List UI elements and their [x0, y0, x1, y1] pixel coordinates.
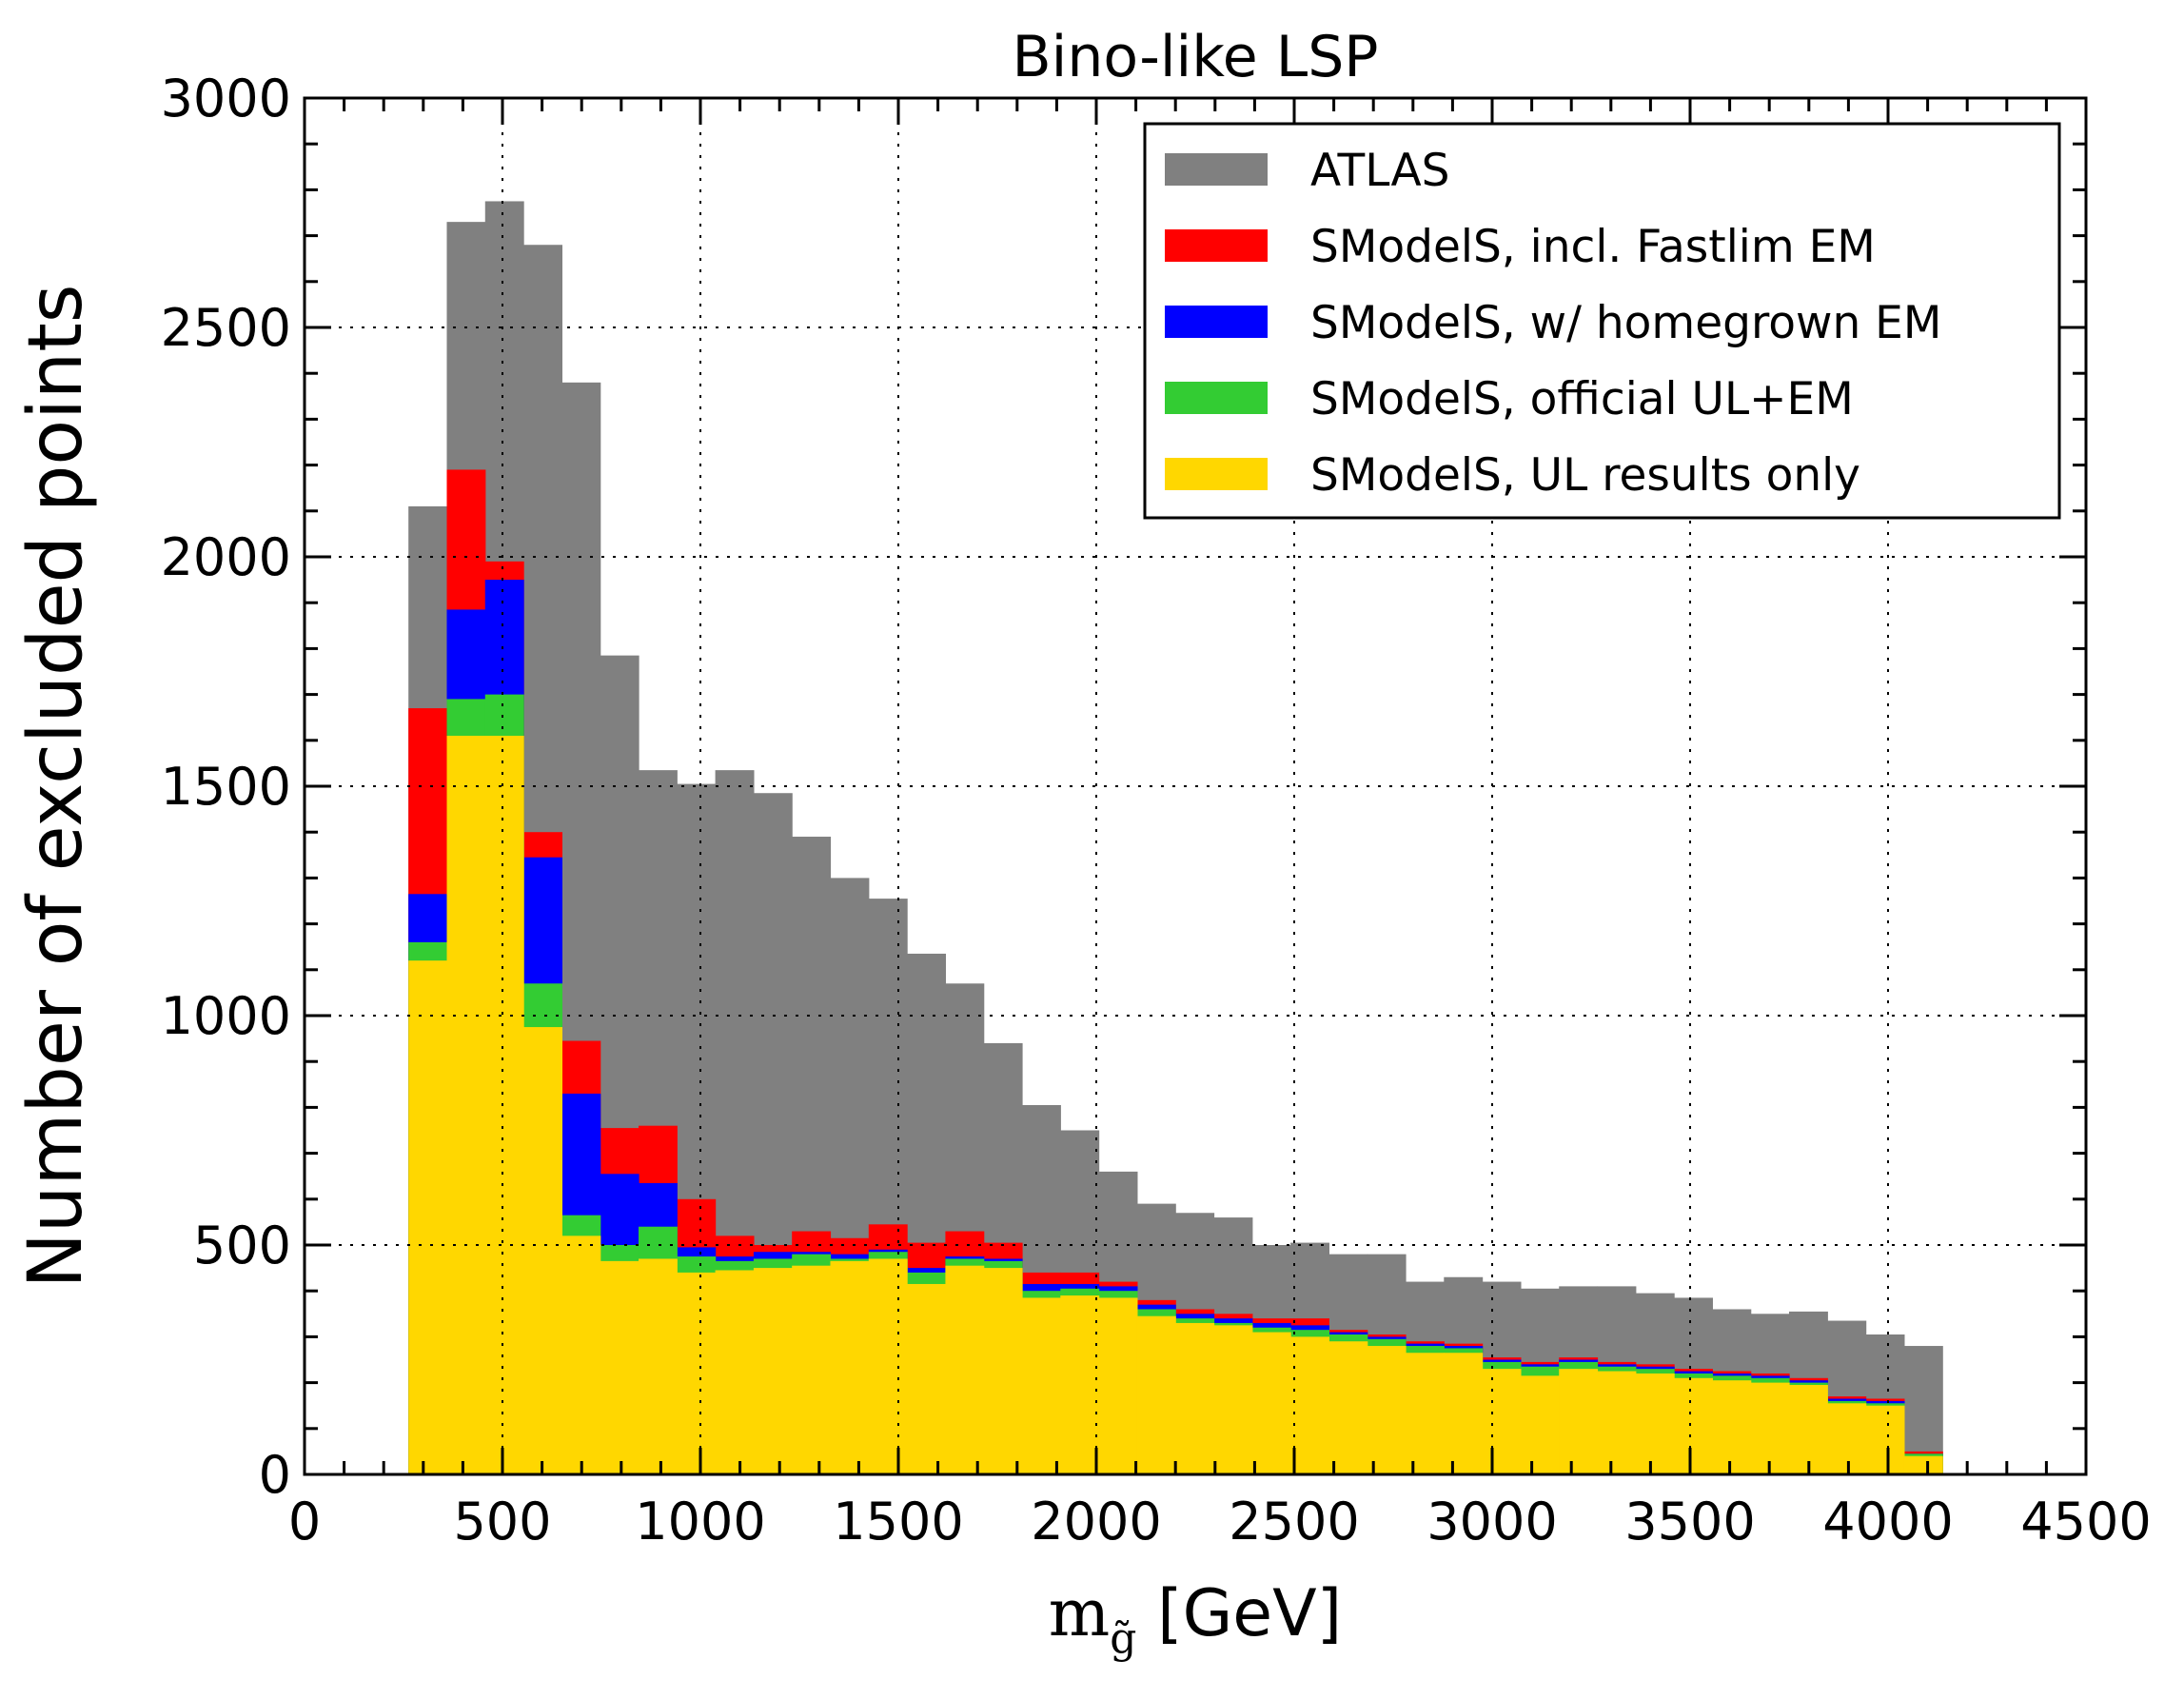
bar [1750, 1382, 1790, 1474]
legend-item: SModelS, UL results only [1165, 449, 1860, 502]
bar [677, 1272, 717, 1474]
legend-label: SModelS, official UL+EM [1310, 373, 1854, 425]
bar [1444, 1353, 1484, 1474]
y-tick-label: 1000 [161, 986, 291, 1046]
x-tick-label: 2500 [1229, 1492, 1359, 1552]
x-tick-label: 3000 [1426, 1492, 1557, 1552]
histogram-bars [408, 201, 1943, 1475]
x-tick-label: 4000 [1822, 1492, 1953, 1552]
x-axis-label-subscript: g̃ [1110, 1614, 1136, 1663]
bar [484, 735, 524, 1474]
legend-label: SModelS, incl. Fastlim EM [1310, 221, 1876, 273]
x-tick-labels: 0 500 1000 1500 2000 2500 3000 3500 4000 4500 [288, 1492, 2152, 1552]
bar [1175, 1322, 1215, 1474]
bar [1213, 1325, 1253, 1474]
bar [561, 1235, 601, 1474]
legend-label: SModelS, w/ homegrown EM [1310, 297, 1941, 349]
bar [1789, 1385, 1828, 1474]
bar [600, 1260, 639, 1474]
legend-item: SModelS, official UL+EM [1165, 373, 1854, 425]
bar [1251, 1332, 1291, 1474]
x-tick-label: 2000 [1031, 1492, 1161, 1552]
legend-frame [1143, 122, 2061, 520]
legend: ATLAS SModelS, incl. Fastlim EM SModelS, w… [1143, 122, 2061, 520]
bar [1482, 1369, 1522, 1474]
bar [1520, 1375, 1560, 1474]
svg-text:mg̃ [GeV]: mg̃ [GeV] [1049, 1576, 1342, 1663]
bar [1136, 1315, 1176, 1474]
x-tick-label: 1500 [833, 1492, 963, 1552]
legend-swatch [1165, 458, 1268, 490]
y-tick-label: 500 [193, 1216, 291, 1275]
bar [1367, 1346, 1407, 1474]
x-tick-label: 3500 [1624, 1492, 1755, 1552]
bar [639, 1258, 678, 1474]
x-tick-label: 1000 [635, 1492, 765, 1552]
bar [1597, 1371, 1637, 1474]
y-tick-label: 2000 [161, 527, 291, 587]
legend-item: SModelS, w/ homegrown EM [1165, 297, 1941, 349]
bar [1559, 1369, 1599, 1474]
legend-label: ATLAS [1310, 145, 1449, 197]
legend-swatch [1165, 382, 1268, 414]
bar [868, 1258, 908, 1474]
series-4 [408, 735, 1943, 1474]
x-axis-label-symbol: m [1049, 1576, 1110, 1651]
bar [408, 960, 448, 1474]
bar [1865, 1405, 1905, 1474]
bar [1328, 1341, 1368, 1474]
bar [1903, 1455, 1943, 1474]
bar [1712, 1380, 1752, 1474]
bar [983, 1268, 1023, 1474]
x-tick-label: 4500 [2020, 1492, 2151, 1552]
bar [945, 1265, 985, 1474]
bar [907, 1283, 947, 1474]
bar [1098, 1297, 1138, 1474]
bar [1674, 1377, 1713, 1474]
bar [446, 735, 486, 1474]
legend-swatch [1165, 306, 1268, 338]
bar [715, 1270, 755, 1474]
bar [1635, 1373, 1675, 1474]
x-axis-label-unit: [GeV] [1136, 1576, 1342, 1651]
bar [523, 1027, 562, 1474]
x-tick-label: 500 [453, 1492, 551, 1552]
chart-title: Bino-like LSP [1013, 24, 1379, 90]
x-axis-label: mg̃ [GeV] [1049, 1576, 1342, 1663]
y-tick-label: 0 [259, 1445, 291, 1505]
bar [1827, 1403, 1867, 1474]
legend-item: ATLAS [1165, 145, 1449, 197]
y-tick-labels: 0 500 1000 1500 2000 2500 3000 [161, 69, 291, 1505]
y-tick-label: 1500 [161, 757, 291, 817]
bar [1290, 1336, 1329, 1474]
bar [1405, 1353, 1445, 1474]
bar [830, 1260, 870, 1474]
bar [1022, 1297, 1061, 1474]
y-axis-label: Number of excluded points [13, 285, 99, 1289]
y-tick-label: 2500 [161, 298, 291, 358]
plot-frame [303, 96, 2088, 1476]
legend-item: SModelS, incl. Fastlim EM [1165, 221, 1876, 273]
bar [1060, 1295, 1100, 1474]
legend-label: SModelS, UL results only [1310, 449, 1860, 502]
bar [792, 1265, 832, 1474]
legend-swatch [1165, 229, 1268, 262]
bar [753, 1268, 793, 1474]
x-tick-label: 0 [288, 1492, 321, 1552]
legend-swatch [1165, 153, 1268, 186]
y-tick-label: 3000 [161, 69, 291, 128]
